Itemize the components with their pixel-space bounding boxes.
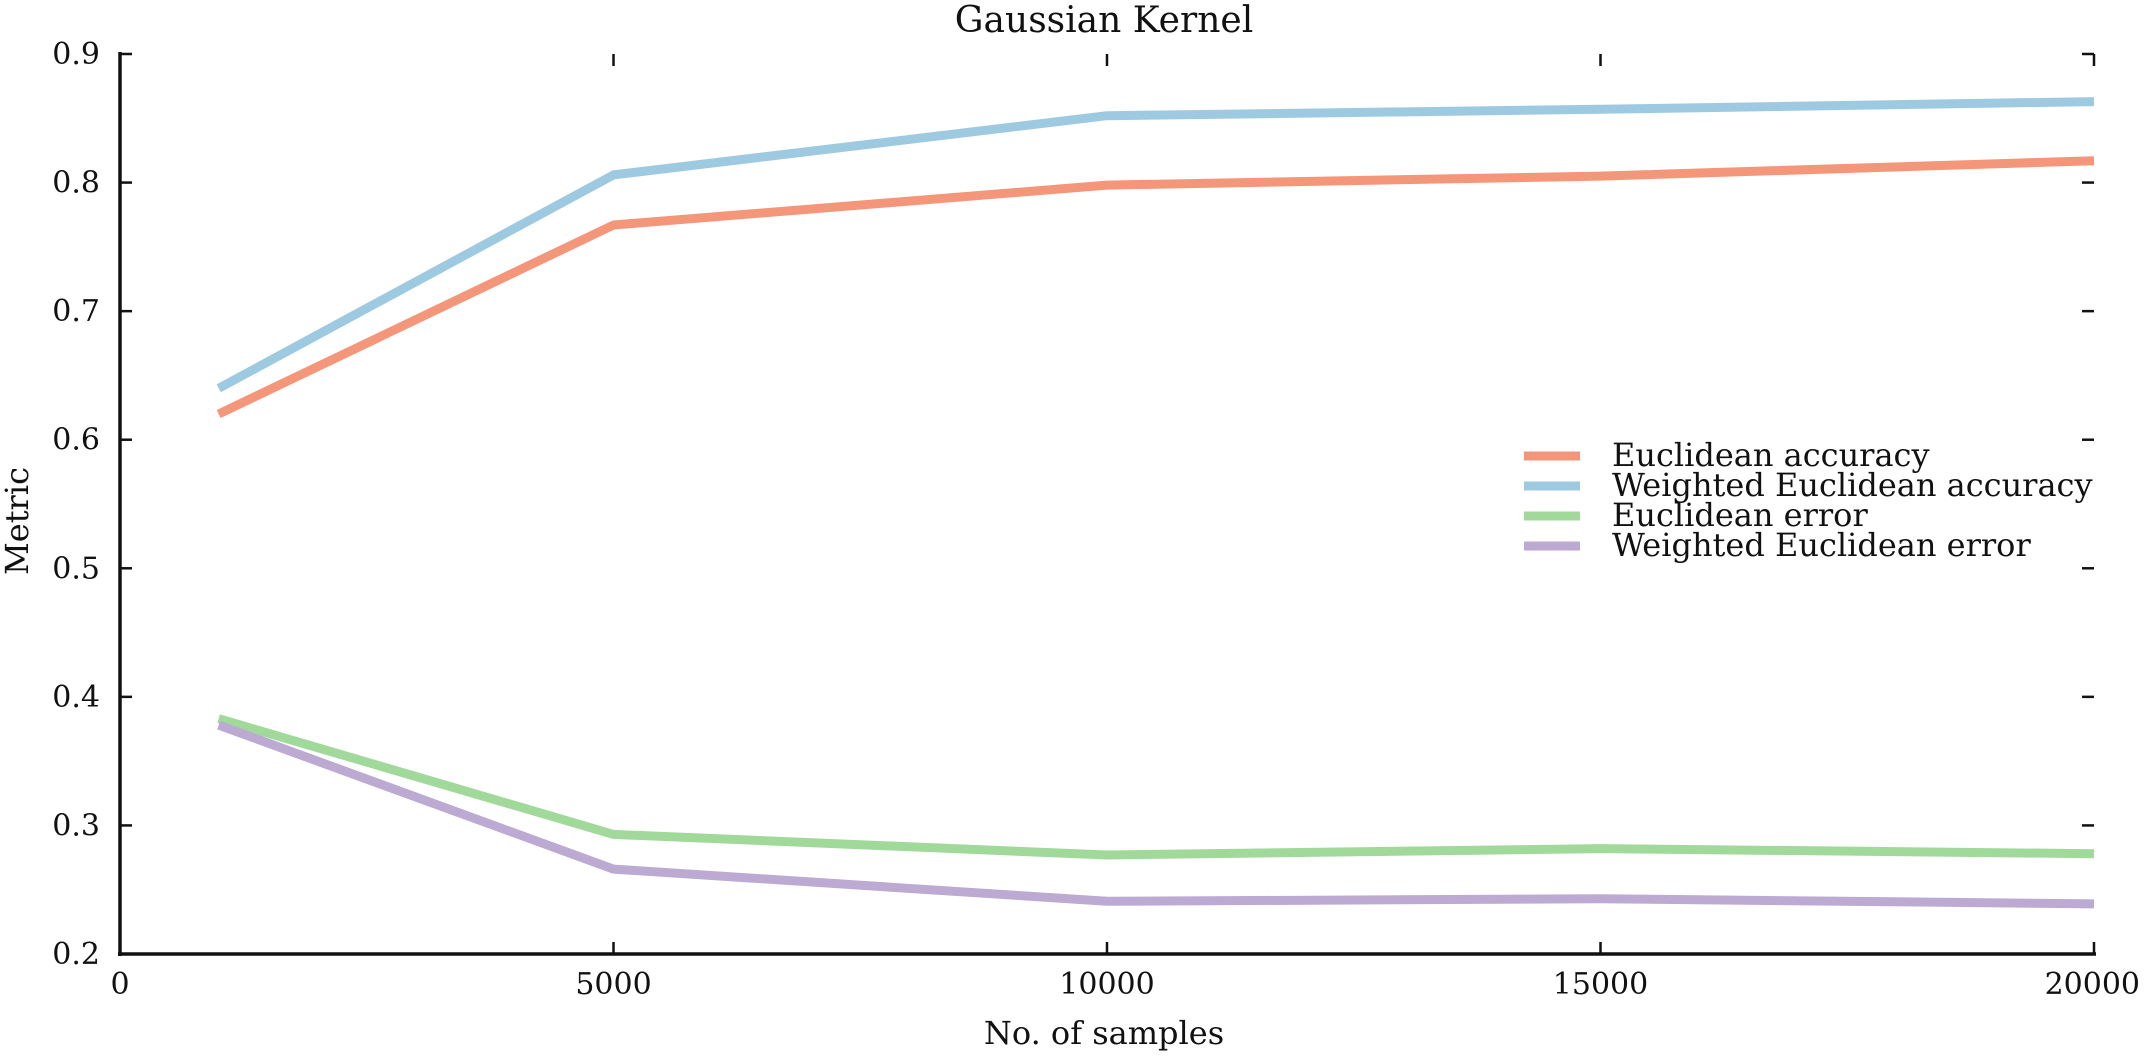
series-line-1 (216, 156, 2095, 419)
legend-entry: Weighted Euclidean error (1524, 526, 2031, 564)
legend-entry: Euclidean error (1524, 496, 1868, 534)
legend-label: Euclidean error (1612, 496, 1868, 534)
x-tick-label: 0 (110, 967, 129, 1002)
y-tick-label: 0.4 (52, 680, 100, 715)
legend-entry: Euclidean accuracy (1524, 436, 1930, 474)
y-tick-label: 0.2 (52, 937, 100, 972)
y-tick-label: 0.8 (52, 166, 100, 201)
legend-label: Weighted Euclidean accuracy (1612, 466, 2093, 504)
y-axis-title: Metric (0, 467, 36, 575)
x-tick-label: 10000 (1059, 967, 1154, 1002)
x-tick-label: 15000 (1553, 967, 1648, 1002)
y-tick-label: 0.6 (52, 423, 100, 458)
series-layer (216, 97, 2095, 909)
y-tick-label: 0.5 (52, 551, 100, 586)
y-axis-ticks: 0.2 0.3 0.4 0.5 0.6 0.7 0.8 0.9 (52, 37, 2094, 972)
x-tick-label: 5000 (575, 967, 651, 1002)
y-tick-label: 0.7 (52, 294, 100, 329)
legend-label: Euclidean accuracy (1612, 436, 1930, 474)
x-axis-title: No. of samples (984, 1014, 1224, 1052)
x-axis-ticks: 0 5000 10000 15000 20000 (110, 54, 2140, 1002)
series-line-3 (217, 714, 2095, 860)
series-line-4 (217, 720, 2095, 909)
chart-title: Gaussian Kernel (955, 0, 1253, 41)
series-line-2 (216, 97, 2095, 393)
x-tick-label: 20000 (2045, 967, 2140, 1002)
legend-entry: Weighted Euclidean accuracy (1524, 466, 2093, 504)
legend-label: Weighted Euclidean error (1612, 526, 2031, 564)
y-tick-label: 0.3 (52, 808, 100, 843)
y-tick-label: 0.9 (52, 37, 100, 72)
